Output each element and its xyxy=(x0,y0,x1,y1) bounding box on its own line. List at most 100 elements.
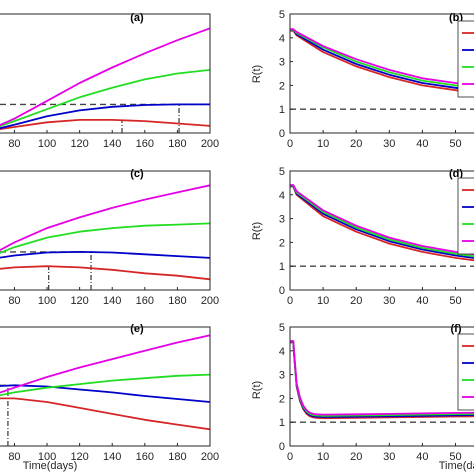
panel-c: (c) 80 100 120 140 160 180 200 xyxy=(0,168,219,307)
panel-b-y-tick-label: 0 xyxy=(279,128,285,140)
panel-e-x-tick-label: 160 xyxy=(136,451,154,463)
panel-d-series-magenta xyxy=(290,184,474,256)
panel-c-series-red xyxy=(0,265,210,281)
panel-b-series-magenta xyxy=(290,28,474,87)
panel-d-x-tick-label: 10 xyxy=(317,295,329,307)
panel-c-series-green xyxy=(0,222,210,254)
panel-f: (f) R(t) Time(days) 0 10 20 30 40 50 0 1 2 3 4 5 xyxy=(251,322,474,472)
panel-a-x-tick-label: 140 xyxy=(103,138,121,150)
panel-b-x-tick-label: 50 xyxy=(449,138,461,150)
panel-a-x-tick-label: 80 xyxy=(8,138,20,150)
panel-b-y-tick-label: 5 xyxy=(279,9,285,21)
panel-e: (e) Time(days) 80 100 120 140 160 180 200 xyxy=(0,323,219,472)
panel-c-plot: 80 100 120 140 160 180 200 xyxy=(0,170,219,307)
panel-b-x-tick-label: 20 xyxy=(350,138,362,150)
panel-b-x-tick-label: 0 xyxy=(287,138,293,150)
panel-f-y-tick-label: 1 xyxy=(279,417,285,429)
panel-f-y-tick-label: 3 xyxy=(279,370,285,382)
panel-e-x-tick-label: 180 xyxy=(168,451,186,463)
panel-f-x-tick-label: 10 xyxy=(317,451,329,463)
panel-e-series-magenta xyxy=(0,334,210,394)
panel-c-label: (c) xyxy=(130,168,144,180)
panel-f-plot: 0 10 20 30 40 50 0 1 2 3 4 5 xyxy=(279,322,474,463)
panel-b-legend-box xyxy=(457,20,474,98)
panel-c-axes-box xyxy=(0,170,211,291)
panel-a-x-tick-label: 160 xyxy=(136,138,154,150)
panel-e-series-green xyxy=(0,373,210,397)
panel-d-x-tick-label: 50 xyxy=(449,295,461,307)
panel-d-y-tick-label: 0 xyxy=(279,285,285,297)
panel-e-xlabel: Time(days) xyxy=(23,460,78,472)
panel-b-x-tick-label: 40 xyxy=(416,138,428,150)
panel-f-xlabel: Time(days) xyxy=(439,460,474,472)
panel-f-ylabel: R(t) xyxy=(251,381,263,399)
panel-f-y-tick-label: 4 xyxy=(279,346,285,358)
panel-f-y-tick-label: 2 xyxy=(279,393,285,405)
panel-a-x-tick-label: 200 xyxy=(201,138,219,150)
panel-a-label: (a) xyxy=(130,12,144,24)
panel-d-axes-box xyxy=(289,170,474,291)
panel-a-series-green xyxy=(0,69,210,127)
panel-d-x-tick-label: 0 xyxy=(287,295,293,307)
panel-f-series-green xyxy=(290,340,474,417)
panel-c-x-tick-label: 180 xyxy=(168,295,186,307)
panel-d-y-tick-label: 2 xyxy=(279,237,285,249)
panel-a-x-tick-label: 100 xyxy=(38,138,56,150)
panel-d-plot: 0 10 20 30 40 50 0 1 2 3 4 5 xyxy=(279,166,474,307)
panel-b-axes-box xyxy=(289,13,474,134)
panel-e-x-tick-label: 200 xyxy=(201,451,219,463)
panel-d-series-blue xyxy=(290,185,474,259)
panel-c-x-tick-label: 140 xyxy=(103,295,121,307)
panel-b-y-tick-label: 2 xyxy=(279,80,285,92)
panel-a-series-red xyxy=(0,119,210,131)
panel-a-plot: 80 100 120 140 160 180 200 xyxy=(0,13,219,150)
panel-d-y-tick-label: 3 xyxy=(279,214,285,226)
panel-e-series-red xyxy=(0,397,210,431)
panel-b-y-tick-label: 1 xyxy=(279,104,285,116)
panel-a-series-magenta xyxy=(0,27,210,126)
panel-c-x-tick-label: 100 xyxy=(38,295,56,307)
panel-f-x-tick-label: 20 xyxy=(350,451,362,463)
panel-e-plot: 80 100 120 140 160 180 200 xyxy=(0,326,219,463)
panel-f-series-blue xyxy=(290,341,474,418)
panel-e-axes-box xyxy=(0,326,211,447)
panel-e-x-tick-label: 140 xyxy=(103,451,121,463)
panel-c-x-tick-label: 160 xyxy=(136,295,154,307)
panel-d-x-tick-label: 20 xyxy=(350,295,362,307)
panel-f-legend-box xyxy=(457,333,474,411)
panel-c-x-tick-label: 80 xyxy=(8,295,20,307)
panel-a-x-tick-label: 180 xyxy=(168,138,186,150)
panel-e-x-tick-label: 80 xyxy=(8,451,20,463)
panel-f-series-magenta xyxy=(290,340,474,416)
panel-d-ylabel: R(t) xyxy=(251,222,263,240)
panel-d-series-green xyxy=(290,184,474,258)
panel-b-y-tick-label: 4 xyxy=(279,33,285,45)
panel-f-y-tick-label: 0 xyxy=(279,441,285,453)
panel-a: (a) 80 100 120 140 160 180 200 xyxy=(0,12,219,150)
panel-e-x-tick-label: 100 xyxy=(38,451,56,463)
panel-b-x-tick-label: 30 xyxy=(383,138,395,150)
panel-f-x-tick-label: 30 xyxy=(383,451,395,463)
panel-c-series-blue xyxy=(0,251,210,259)
panel-c-x-tick-label: 200 xyxy=(201,295,219,307)
panel-b-plot: 0 10 20 30 40 50 0 1 2 3 4 5 xyxy=(279,9,474,150)
panel-b-y-tick-label: 3 xyxy=(279,57,285,69)
panel-d-y-tick-label: 1 xyxy=(279,261,285,273)
panel-c-x-tick-label: 120 xyxy=(70,295,88,307)
panel-d-x-tick-label: 40 xyxy=(416,295,428,307)
panel-e-label: (e) xyxy=(130,323,144,335)
panel-f-x-tick-label: 0 xyxy=(287,451,293,463)
panel-b-ylabel: R(t) xyxy=(251,65,263,83)
panel-f-label: (f) xyxy=(451,323,462,335)
panel-d-x-tick-label: 30 xyxy=(383,295,395,307)
panel-d-y-tick-label: 4 xyxy=(279,190,285,202)
panel-a-axes-box xyxy=(0,13,211,134)
panel-f-x-tick-label: 40 xyxy=(416,451,428,463)
panel-f-x-tick-label: 50 xyxy=(449,451,461,463)
panel-b-series-green xyxy=(290,28,474,89)
panel-a-x-tick-label: 120 xyxy=(70,138,88,150)
panel-e-x-tick-label: 120 xyxy=(70,451,88,463)
